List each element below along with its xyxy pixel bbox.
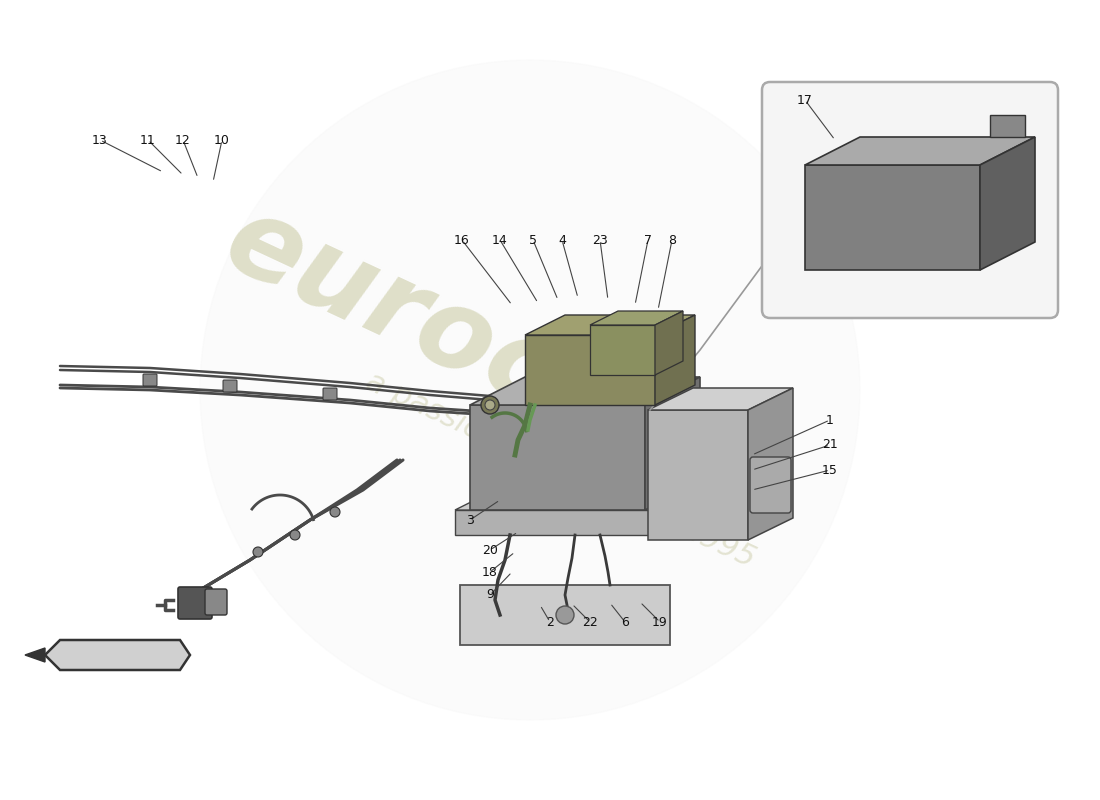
Circle shape (290, 530, 300, 540)
Text: 10: 10 (214, 134, 230, 146)
Text: 23: 23 (592, 234, 608, 246)
Text: 7: 7 (644, 234, 652, 246)
Polygon shape (590, 311, 683, 325)
Polygon shape (470, 377, 700, 405)
FancyBboxPatch shape (205, 589, 227, 615)
Circle shape (485, 400, 495, 410)
Text: 12: 12 (175, 134, 191, 146)
Polygon shape (455, 490, 695, 510)
Text: 8: 8 (668, 234, 676, 246)
FancyBboxPatch shape (762, 82, 1058, 318)
Polygon shape (590, 325, 654, 375)
Polygon shape (648, 388, 793, 410)
Circle shape (200, 60, 860, 720)
Polygon shape (648, 410, 748, 540)
FancyBboxPatch shape (178, 587, 212, 619)
Text: a passion for business 1995: a passion for business 1995 (361, 366, 759, 574)
FancyBboxPatch shape (143, 374, 157, 386)
Text: 1: 1 (826, 414, 834, 426)
Text: 20: 20 (482, 543, 498, 557)
Circle shape (253, 547, 263, 557)
Polygon shape (525, 315, 695, 335)
Text: 13: 13 (92, 134, 108, 146)
FancyBboxPatch shape (460, 585, 670, 645)
FancyBboxPatch shape (223, 380, 236, 392)
Polygon shape (980, 137, 1035, 270)
Text: 14: 14 (492, 234, 508, 246)
Text: 4: 4 (558, 234, 565, 246)
Polygon shape (654, 490, 695, 535)
Text: 5: 5 (529, 234, 537, 246)
Polygon shape (645, 377, 700, 510)
Polygon shape (45, 640, 190, 670)
FancyBboxPatch shape (323, 388, 337, 400)
Text: 17: 17 (798, 94, 813, 106)
Circle shape (556, 606, 574, 624)
Text: 6: 6 (621, 615, 629, 629)
Polygon shape (455, 510, 654, 535)
Text: 19: 19 (652, 615, 668, 629)
Text: 2: 2 (546, 615, 554, 629)
Polygon shape (654, 315, 695, 405)
Text: 16: 16 (454, 234, 470, 246)
Text: 21: 21 (822, 438, 838, 451)
Polygon shape (470, 405, 645, 510)
Polygon shape (525, 335, 654, 405)
Text: 15: 15 (822, 463, 838, 477)
Polygon shape (990, 115, 1025, 137)
Polygon shape (654, 311, 683, 375)
Polygon shape (25, 648, 45, 662)
Text: eurocars: eurocars (209, 186, 750, 514)
FancyBboxPatch shape (750, 457, 791, 513)
Circle shape (330, 507, 340, 517)
Text: 11: 11 (140, 134, 156, 146)
Polygon shape (805, 137, 1035, 165)
Polygon shape (748, 388, 793, 540)
Text: 9: 9 (486, 589, 494, 602)
Text: 3: 3 (466, 514, 474, 526)
Polygon shape (805, 165, 980, 270)
Text: 22: 22 (582, 615, 598, 629)
Circle shape (481, 396, 499, 414)
Text: 18: 18 (482, 566, 498, 578)
